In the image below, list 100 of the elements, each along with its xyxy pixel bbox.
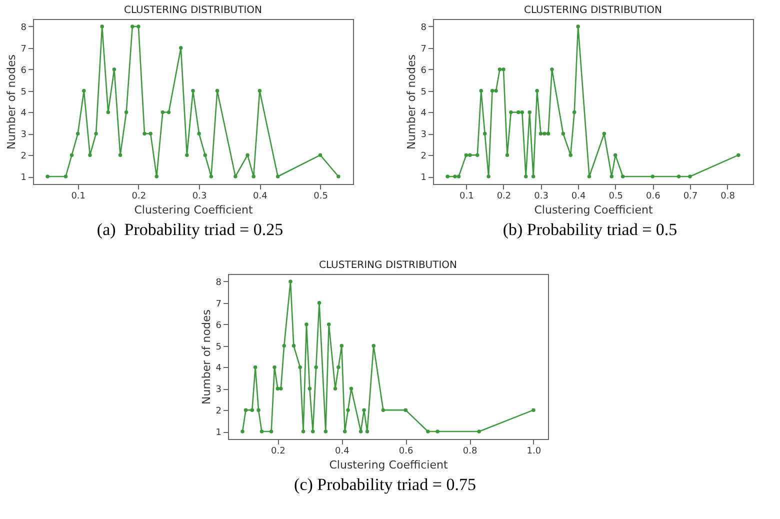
y-tick-label: 7 — [420, 44, 426, 54]
point — [311, 430, 315, 434]
x-tick-label: 0.1 — [71, 192, 86, 202]
point — [620, 174, 625, 178]
point — [532, 408, 536, 412]
y-tick-label: 3 — [20, 130, 26, 140]
x-tick-label: 0.8 — [462, 446, 478, 456]
point — [456, 174, 461, 178]
point — [244, 408, 248, 412]
point — [282, 344, 286, 348]
point — [546, 132, 550, 136]
y-tick-label: 8 — [420, 23, 427, 33]
x-tick-label: 0.5 — [314, 192, 328, 202]
point — [464, 153, 468, 157]
point — [426, 430, 430, 434]
point — [509, 110, 513, 114]
point — [292, 344, 296, 348]
x-axis-title: Clustering Coefficient — [329, 458, 448, 472]
x-tick-label: 0.7 — [683, 192, 698, 202]
point — [298, 365, 302, 370]
x-tick-label: 0.4 — [253, 192, 268, 202]
point — [88, 153, 92, 157]
point — [130, 24, 134, 28]
point — [381, 408, 386, 412]
point — [70, 153, 74, 157]
point — [349, 386, 354, 391]
x-axis-title: Clustering Coefficient — [134, 204, 254, 216]
point — [269, 430, 274, 434]
point — [486, 174, 490, 178]
point — [260, 430, 264, 434]
point — [362, 408, 366, 412]
point — [342, 430, 347, 434]
point — [505, 153, 510, 157]
point — [209, 174, 214, 178]
point — [301, 430, 306, 434]
point — [46, 174, 50, 178]
point — [124, 110, 128, 114]
point — [240, 430, 244, 434]
point — [372, 344, 376, 348]
point — [308, 386, 312, 391]
y-tick-label: 8 — [216, 278, 222, 288]
point — [404, 408, 408, 412]
point — [185, 153, 189, 157]
y-tick-label: 4 — [20, 108, 27, 119]
point — [676, 174, 681, 178]
y-tick-label: 6 — [420, 66, 427, 76]
point — [446, 174, 450, 178]
point — [118, 153, 122, 157]
point — [276, 386, 280, 391]
point — [688, 174, 692, 178]
point — [542, 132, 546, 136]
point — [568, 153, 572, 157]
point — [64, 174, 68, 178]
point — [336, 174, 340, 178]
point — [318, 153, 322, 157]
point — [614, 153, 618, 157]
point — [272, 365, 276, 370]
point — [203, 153, 207, 157]
point — [106, 110, 110, 114]
point — [197, 132, 201, 136]
x-tick-label: 0.8 — [720, 192, 736, 202]
text: (c) Probability triad = 0.75 — [293, 475, 477, 495]
point — [179, 46, 183, 50]
point — [288, 280, 292, 284]
point — [538, 132, 543, 136]
point — [326, 322, 331, 326]
point — [142, 132, 146, 136]
y-tick-label: 1 — [216, 428, 222, 438]
point — [572, 110, 576, 114]
point — [340, 344, 344, 348]
x-tick-label: 0.3 — [534, 192, 548, 202]
point — [561, 132, 566, 136]
x-tick-label: 0.5 — [608, 192, 624, 202]
point — [246, 153, 250, 157]
y-tick-label: 4 — [216, 364, 222, 374]
point — [587, 174, 592, 178]
point — [215, 88, 220, 93]
x-tick-label: 0.2 — [271, 446, 286, 456]
y-tick-label: 1 — [420, 173, 426, 183]
point — [256, 408, 260, 412]
point — [333, 386, 338, 391]
y-tick-label: 3 — [420, 130, 426, 140]
point — [76, 132, 80, 136]
y-tick-label: 2 — [420, 152, 426, 162]
point — [324, 430, 328, 434]
point — [528, 110, 532, 114]
x-tick-label: 0.4 — [334, 446, 350, 456]
point — [535, 88, 539, 93]
chart-title: CLUSTERING DISTRIBUTION — [124, 5, 262, 16]
point — [112, 67, 116, 72]
point — [336, 365, 340, 370]
point — [191, 88, 195, 93]
point — [494, 88, 498, 93]
point — [304, 322, 308, 326]
point — [476, 153, 480, 157]
chart-title: CLUSTERING DISTRIBUTION — [524, 5, 662, 16]
x-tick-label: 0.6 — [646, 192, 661, 202]
x-tick-label: 0.6 — [398, 446, 414, 456]
point — [502, 67, 506, 72]
text: (a) Probability triad = 0.25 — [96, 220, 284, 240]
